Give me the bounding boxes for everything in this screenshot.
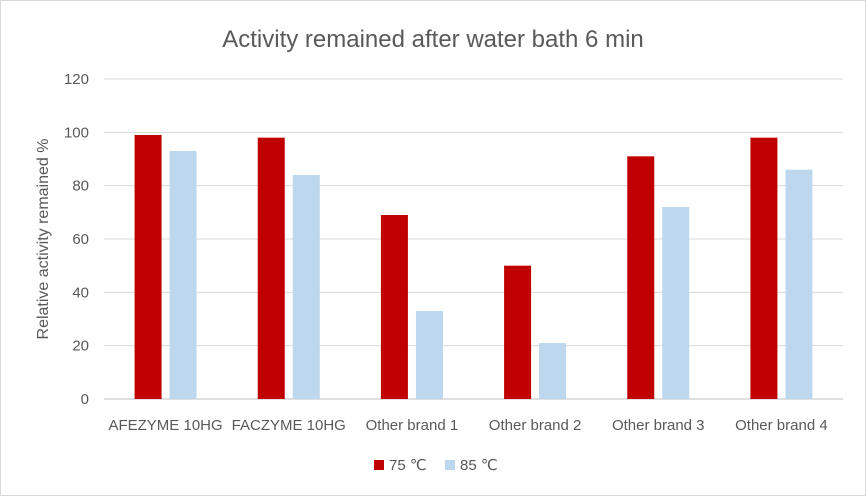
bar-series2-3 bbox=[539, 343, 567, 399]
y-axis-title: Relative activity remained % bbox=[35, 139, 52, 340]
bar-series2-2 bbox=[415, 311, 443, 399]
chart-title: Activity remained after water bath 6 min bbox=[222, 26, 644, 53]
y-tick-label: 20 bbox=[72, 338, 89, 355]
y-tick-label: 0 bbox=[81, 391, 89, 408]
y-tick-label: 100 bbox=[64, 124, 89, 141]
y-tick-label: 40 bbox=[72, 284, 89, 301]
bar-series2-4 bbox=[662, 207, 690, 399]
x-category-label: Other brand 2 bbox=[489, 417, 582, 434]
legend-swatch bbox=[374, 460, 384, 470]
bar-series2-1 bbox=[292, 175, 320, 399]
bar-series1-5 bbox=[750, 137, 778, 399]
bars bbox=[134, 135, 813, 399]
legend-swatch bbox=[445, 460, 455, 470]
x-axis-categories: AFEZYME 10HG FACZYME 10HG Other brand 1 Oth… bbox=[108, 417, 827, 434]
x-category-label: AFEZYME 10HG bbox=[108, 417, 222, 434]
bar-series1-1 bbox=[257, 137, 285, 399]
x-category-label: Other brand 3 bbox=[612, 417, 705, 434]
x-category-label: Other brand 1 bbox=[366, 417, 459, 434]
gridlines bbox=[104, 78, 843, 400]
legend: 75 ℃ 85 ℃ bbox=[374, 457, 498, 474]
y-tick-label: 120 bbox=[64, 71, 89, 88]
legend-label: 75 ℃ bbox=[389, 457, 427, 474]
y-tick-label: 80 bbox=[72, 178, 89, 195]
bar-series1-0 bbox=[134, 135, 162, 399]
y-axis-ticks: 0 20 40 60 80 100 120 bbox=[64, 71, 89, 408]
legend-label: 85 ℃ bbox=[460, 457, 498, 474]
x-category-label: FACZYME 10HG bbox=[232, 417, 346, 434]
bar-series2-5 bbox=[785, 169, 813, 399]
x-category-label: Other brand 4 bbox=[735, 417, 828, 434]
y-tick-label: 60 bbox=[72, 231, 89, 248]
bar-series1-2 bbox=[380, 215, 408, 399]
bar-series1-3 bbox=[504, 265, 532, 399]
bar-series2-0 bbox=[169, 151, 197, 399]
bar-series1-4 bbox=[627, 156, 655, 399]
